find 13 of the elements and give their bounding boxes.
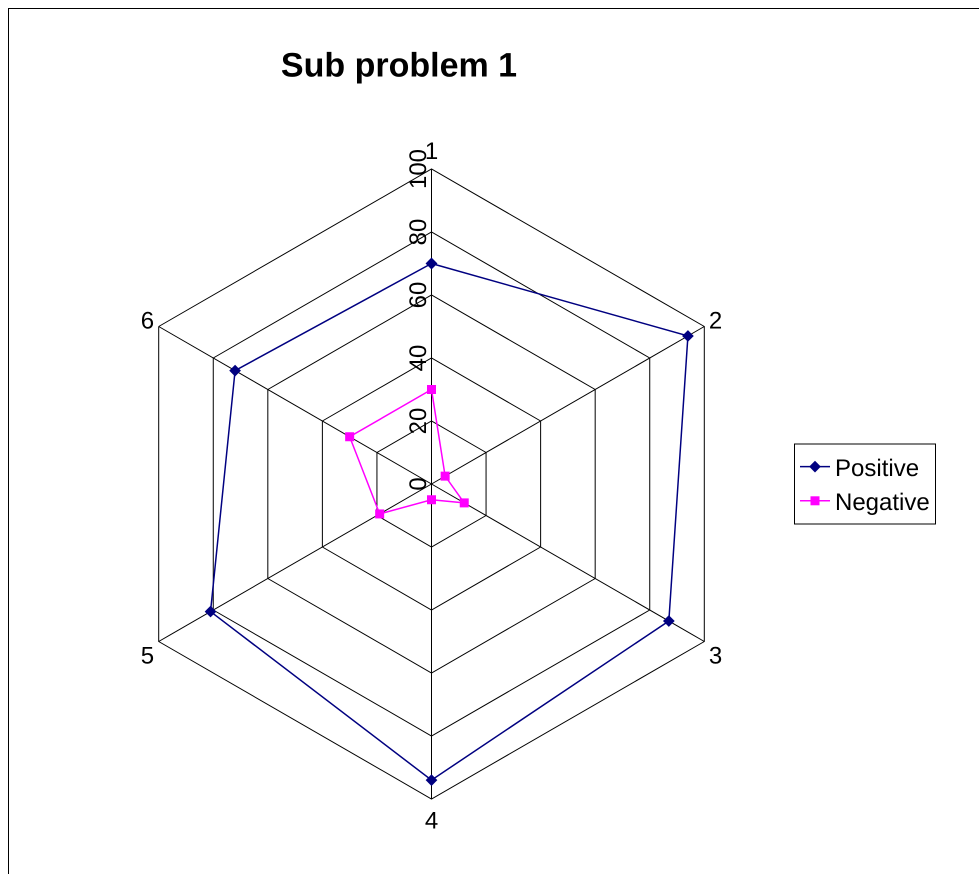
- spoke-label: 2: [708, 308, 722, 335]
- chart-title: Sub problem 1: [280, 46, 518, 84]
- y-tick-label: 0: [405, 477, 432, 491]
- spoke-label: 4: [424, 807, 438, 834]
- spoke-label: 3: [708, 642, 722, 670]
- y-tick-label: 40: [405, 344, 432, 372]
- legend-label: Positive: [835, 454, 920, 482]
- y-tick-label: 80: [405, 218, 432, 246]
- y-tick-label: 60: [405, 282, 432, 308]
- spoke-label: 6: [140, 308, 154, 335]
- legend-label: Negative: [835, 489, 930, 516]
- spoke-label: 5: [140, 642, 154, 670]
- y-tick-label: 20: [405, 408, 432, 434]
